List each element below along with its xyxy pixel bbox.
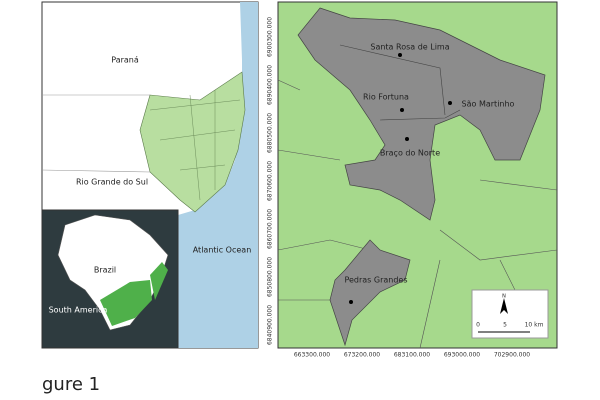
country-label: Brazil xyxy=(94,266,116,275)
caption: gure 1 xyxy=(42,374,100,395)
place-label: Braço do Norte xyxy=(380,149,440,158)
y-coordinate: 6890400.000 xyxy=(267,65,274,105)
place-label: Pedras Grandes xyxy=(344,276,407,285)
region-label: Atlantic Ocean xyxy=(193,246,252,255)
y-coordinates: 6840900.000 6850800.000 6860700.000 6870600… xyxy=(267,17,274,345)
continent-label: South America xyxy=(49,306,108,315)
x-coordinate: 683100.000 xyxy=(394,352,430,359)
municipality-borders xyxy=(339,44,461,121)
x-coordinate: 663300.000 xyxy=(294,352,330,359)
seat xyxy=(349,300,353,304)
y-coordinate: 6850800.000 xyxy=(267,257,274,297)
seat xyxy=(405,137,409,141)
north-arrow xyxy=(500,298,508,314)
place-label: São Martinho xyxy=(462,100,515,109)
x-coordinates: 663300.000 673200.000 683100.000 693000.000… xyxy=(294,352,530,359)
municipalities xyxy=(297,7,546,221)
ocean xyxy=(178,2,258,348)
y-coordinate: 6880500.000 xyxy=(267,113,274,153)
x-coordinate: 693000.000 xyxy=(444,352,480,359)
y-coordinate: 6860700.000 xyxy=(267,209,274,249)
legend-box xyxy=(471,289,549,339)
north-label: N xyxy=(502,294,506,300)
seat xyxy=(400,108,404,112)
scale-label: 10 km xyxy=(525,322,544,329)
highlight-region xyxy=(150,262,168,300)
seat xyxy=(448,101,452,105)
scale-label: 0 xyxy=(476,322,480,329)
seat xyxy=(398,53,402,57)
inset-map: Brazil South America xyxy=(41,209,179,349)
y-coordinate: 6900300.000 xyxy=(267,17,274,57)
y-coordinate: 6840900.000 xyxy=(267,305,274,345)
municipality-borders xyxy=(149,90,241,201)
region-label: Paraná xyxy=(111,56,139,65)
state xyxy=(139,71,246,213)
state-borders xyxy=(41,94,151,173)
highlight-region xyxy=(100,280,152,326)
right-map: Santa Rosa de Lima Rio Fortuna São Marti… xyxy=(277,1,558,349)
place-label: Rio Fortuna xyxy=(363,93,409,102)
region-label: Rio Grande do Sul xyxy=(76,178,148,187)
x-coordinate: 702900.000 xyxy=(494,352,530,359)
municipality xyxy=(329,239,411,347)
scale-label: 5 xyxy=(503,322,507,329)
place-label: Santa Rosa de Lima xyxy=(370,43,449,52)
y-coordinate: 6870600.000 xyxy=(267,161,274,201)
x-coordinate: 673200.000 xyxy=(344,352,380,359)
borders xyxy=(277,79,558,349)
